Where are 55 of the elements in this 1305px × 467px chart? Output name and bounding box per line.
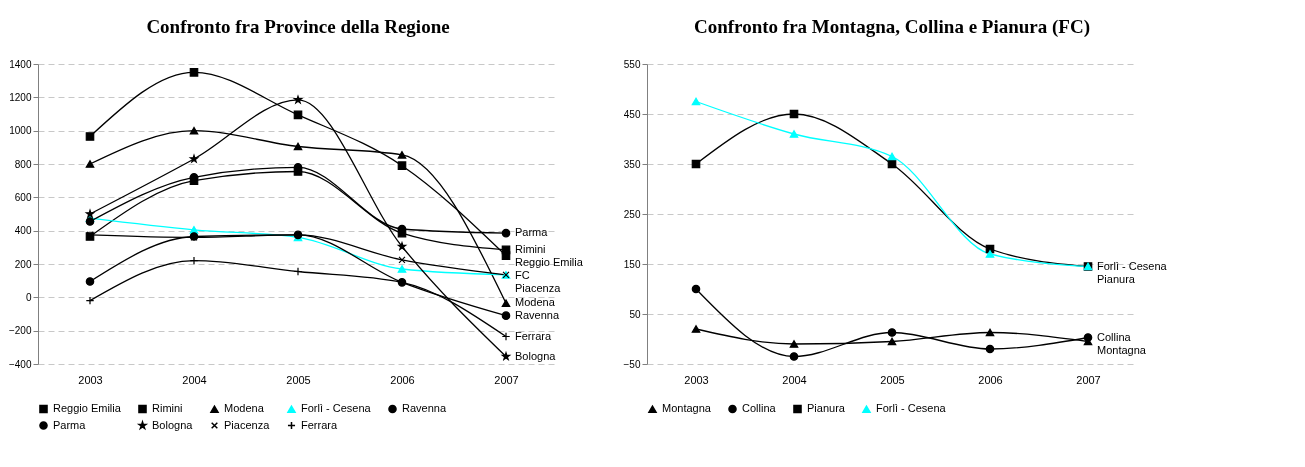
y-tick-label: 200	[14, 258, 32, 270]
annotation: Montagna	[1097, 343, 1147, 356]
annotation: Collina	[1097, 330, 1132, 343]
y-tick-label: 350	[623, 158, 641, 170]
annotation: Ravenna	[515, 309, 560, 322]
annotation: Forlì - Cesena	[1097, 259, 1168, 272]
legend-label: Collina	[742, 401, 777, 414]
legend-label: Pianura	[807, 401, 846, 414]
legend-label: Forlì - Cesena	[301, 402, 372, 415]
y-tick-label: 0	[25, 291, 32, 303]
x-tick-label: 2007	[494, 373, 519, 386]
y-tick-label: 400	[14, 225, 32, 237]
annotation: Pianura	[1097, 272, 1136, 285]
y-tick-label: −400	[8, 358, 32, 370]
legend-label: Modena	[224, 402, 265, 415]
y-tick-label: 1200	[9, 91, 32, 103]
legend-label: Rimini	[152, 401, 183, 414]
legend-label: Montagna	[662, 402, 712, 415]
legend-label: Bologna	[152, 418, 194, 431]
legend-label: Parma	[53, 418, 87, 431]
y-tick-label: 250	[623, 208, 641, 220]
y-tick-label: 600	[14, 191, 32, 203]
x-tick-label: 2006	[390, 373, 415, 386]
annotation: FC	[515, 268, 530, 281]
x-tick-label: 2005	[880, 373, 905, 386]
annotation: Modena	[515, 296, 556, 309]
y-tick-label: −200	[8, 325, 32, 337]
x-tick-label: 2003	[78, 373, 103, 386]
annotation: Bologna	[515, 349, 557, 362]
x-tick-label: 2003	[684, 373, 709, 386]
annotation: Reggio Emilia	[515, 255, 584, 268]
x-tick-label: 2004	[182, 373, 207, 386]
legend-label: Ravenna	[402, 401, 447, 414]
legend-label: Piacenza	[224, 418, 271, 431]
annotation: Parma	[515, 226, 549, 239]
chart-title: Confronto fra Province della Regione	[146, 16, 450, 37]
legend-label: Forlì - Cesena	[876, 402, 947, 415]
y-tick-label: 1400	[9, 58, 32, 70]
y-tick-label: −50	[623, 358, 641, 370]
x-tick-label: 2006	[978, 373, 1003, 386]
chart-title: Confronto fra Montagna, Collina e Pianura (FC)	[694, 16, 1090, 38]
legend-label: Reggio Emilia	[53, 401, 122, 414]
legend-label: Ferrara	[301, 418, 338, 431]
annotation: Piacenza	[515, 281, 562, 294]
x-tick-label: 2005	[286, 373, 311, 386]
y-tick-label: 800	[14, 158, 32, 170]
y-tick-label: 550	[623, 58, 641, 70]
y-tick-label: 1000	[9, 125, 32, 137]
x-tick-label: 2004	[782, 373, 807, 386]
annotation: Ferrara	[515, 329, 552, 342]
annotation: Rimini	[515, 242, 546, 255]
y-tick-label: 150	[623, 258, 641, 270]
y-tick-label: 50	[629, 308, 641, 320]
x-tick-label: 2007	[1076, 373, 1101, 386]
y-tick-label: 450	[623, 108, 641, 120]
